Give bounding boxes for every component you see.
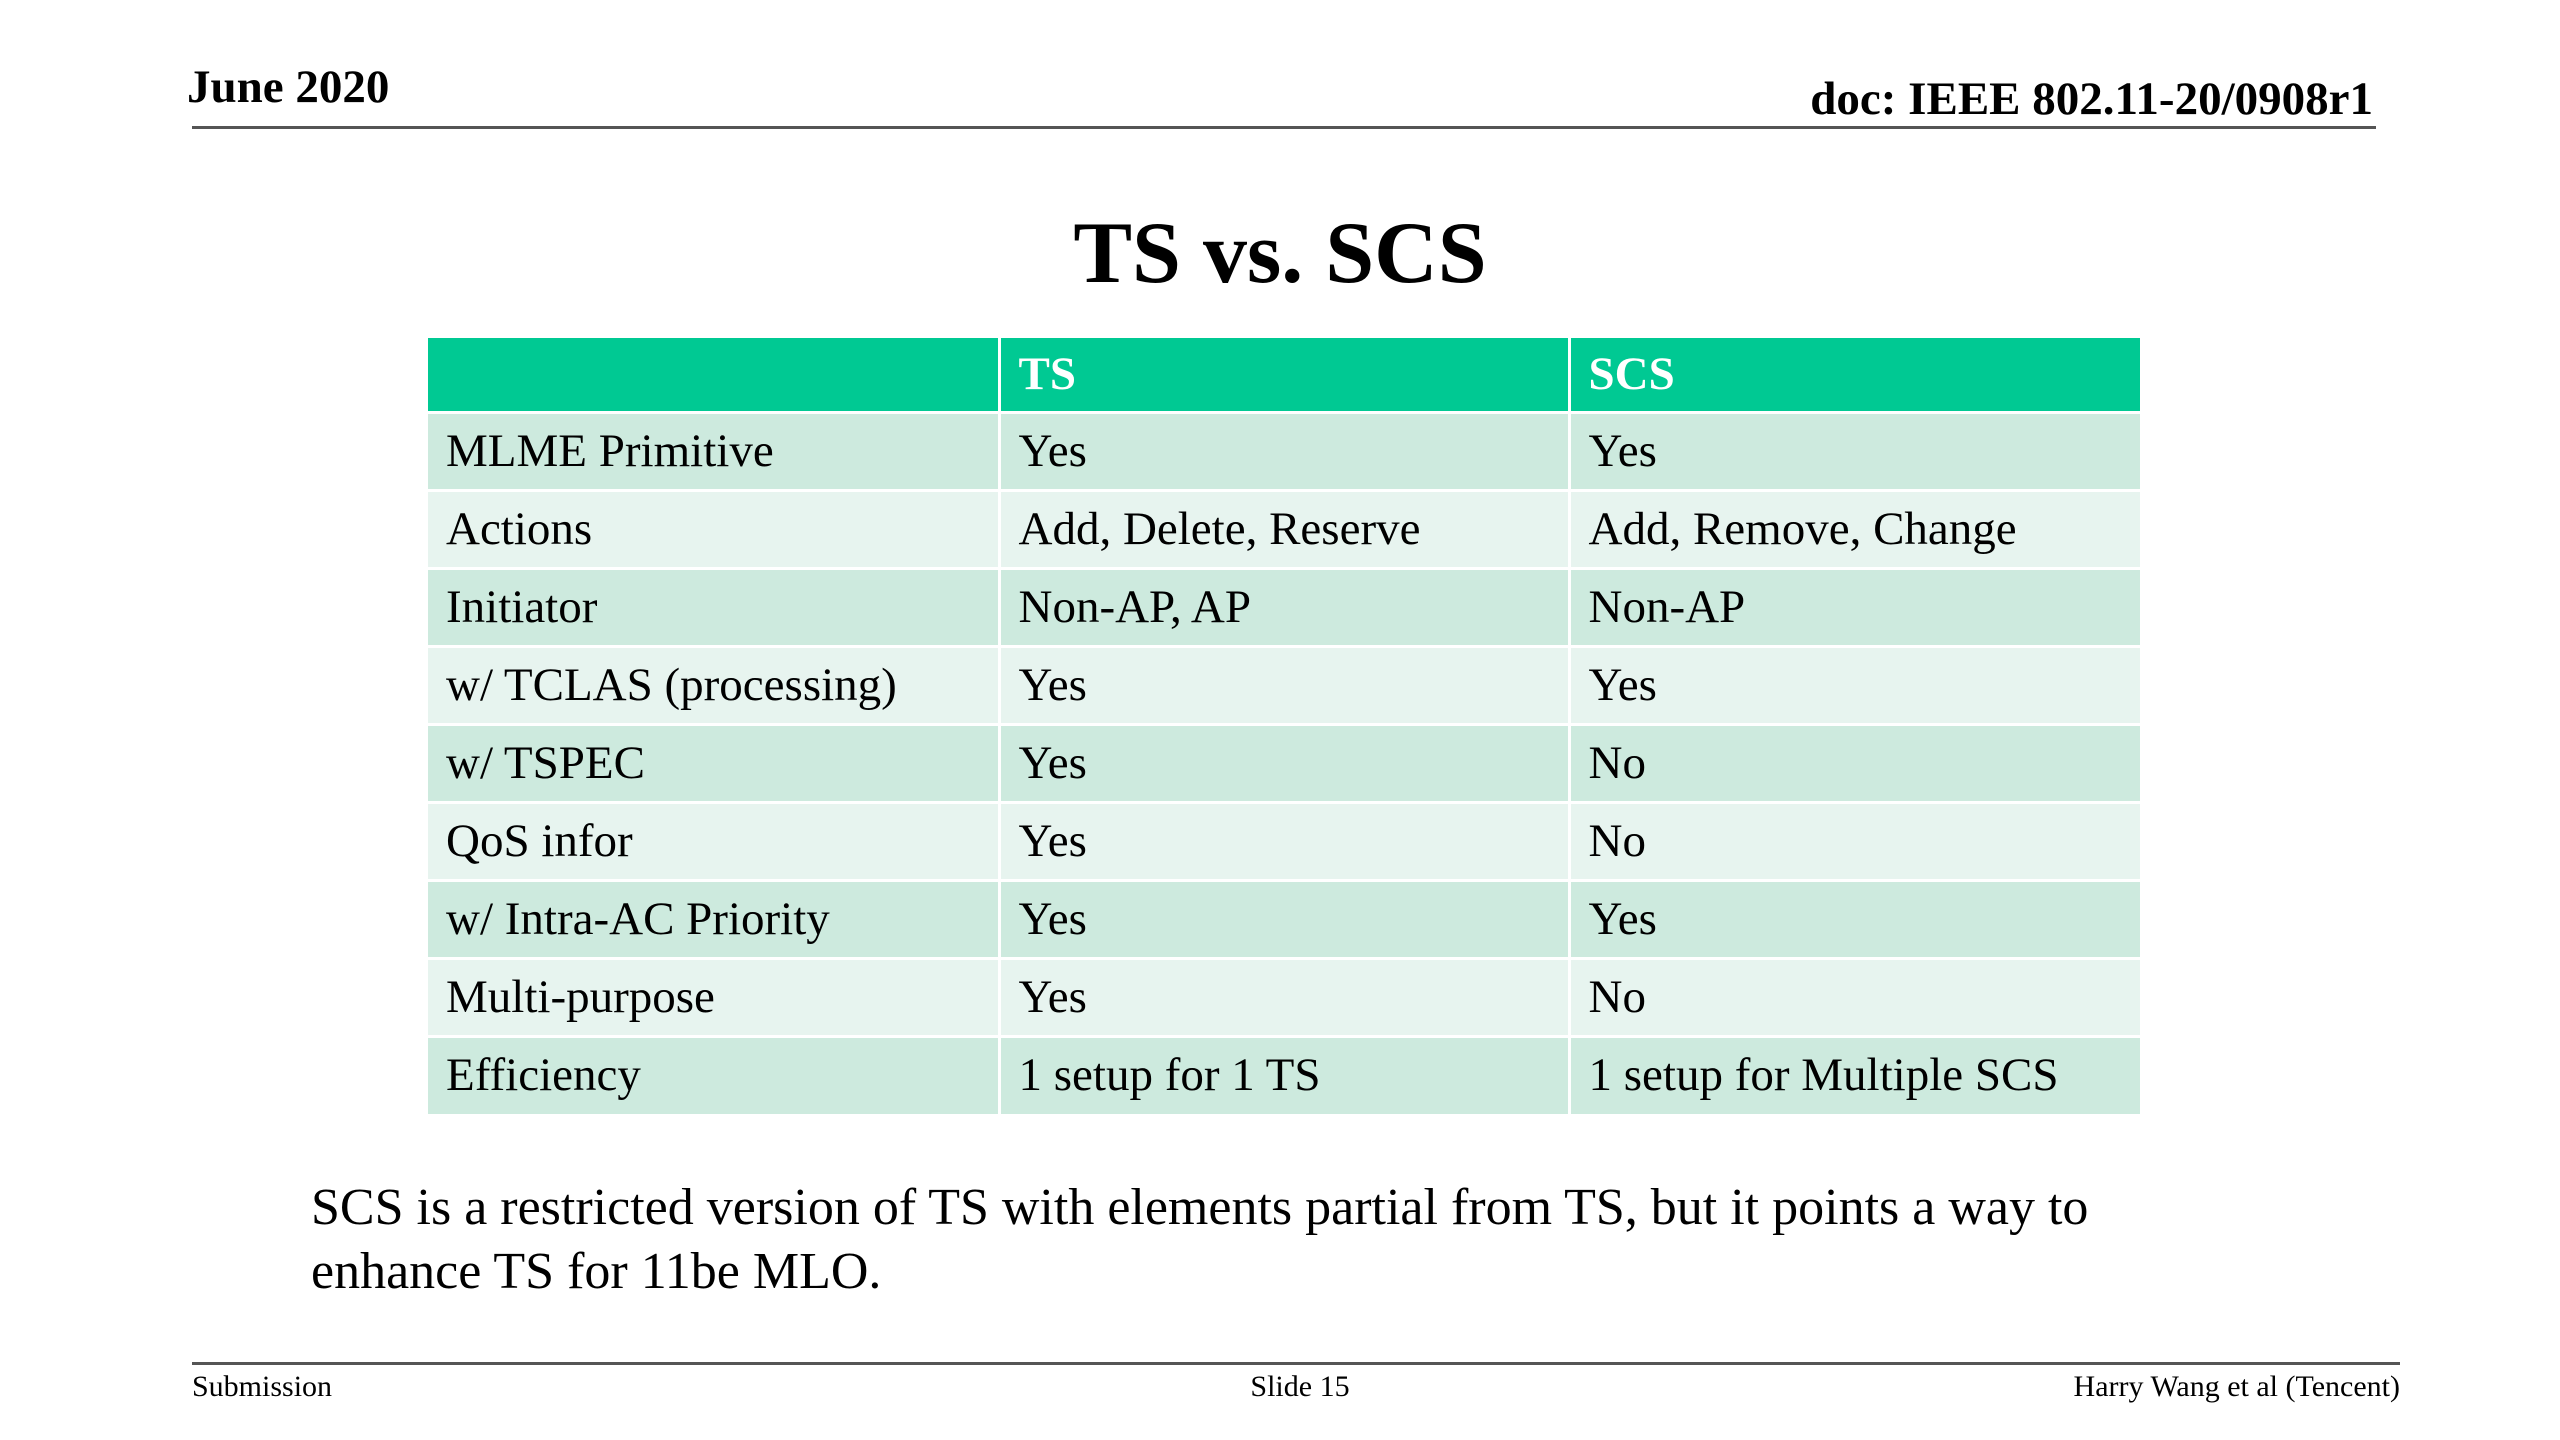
header-date: June 2020	[187, 61, 390, 113]
table-cell: No	[1567, 958, 2140, 1036]
table-cell: MLME Primitive	[428, 412, 999, 490]
table-row: Multi-purpose Yes No	[428, 958, 2140, 1036]
header-doc-id: doc: IEEE 802.11-20/0908r1	[1810, 73, 2373, 125]
table-cell: Yes	[1567, 880, 2140, 958]
table-row: w/ TSPEC Yes No	[428, 724, 2140, 802]
table-row: w/ Intra-AC Priority Yes Yes	[428, 880, 2140, 958]
table-row: w/ TCLAS (processing) Yes Yes	[428, 646, 2140, 724]
table-cell: Add, Delete, Reserve	[997, 490, 1569, 568]
table-cell: Yes	[1567, 646, 2140, 724]
footer-slide-number: Slide 15	[1250, 1370, 1350, 1403]
footer-author: Harry Wang et al (Tencent)	[2073, 1370, 2400, 1403]
table-header-row: TS SCS	[428, 338, 2140, 412]
table-cell: Yes	[997, 958, 1569, 1036]
table-header-cell: TS	[997, 338, 1569, 412]
header-divider	[192, 126, 2376, 129]
table-cell: Multi-purpose	[428, 958, 999, 1036]
table-cell: Non-AP, AP	[997, 568, 1569, 646]
table-cell: Yes	[997, 646, 1569, 724]
table-row: Efficiency 1 setup for 1 TS 1 setup for …	[428, 1036, 2140, 1114]
table-row: MLME Primitive Yes Yes	[428, 412, 2140, 490]
table-cell: Initiator	[428, 568, 999, 646]
slide-title: TS vs. SCS	[1073, 205, 1487, 302]
table-cell: No	[1567, 802, 2140, 880]
table-cell: Yes	[997, 412, 1569, 490]
table-cell: Non-AP	[1567, 568, 2140, 646]
table-cell: 1 setup for 1 TS	[997, 1036, 1569, 1114]
table-cell: QoS infor	[428, 802, 999, 880]
table-cell: No	[1567, 724, 2140, 802]
table-cell: Efficiency	[428, 1036, 999, 1114]
table-cell: w/ Intra-AC Priority	[428, 880, 999, 958]
table-row: Actions Add, Delete, Reserve Add, Remove…	[428, 490, 2140, 568]
table-cell: Add, Remove, Change	[1567, 490, 2140, 568]
footer-submission: Submission	[192, 1370, 333, 1403]
table-cell: Yes	[1567, 412, 2140, 490]
table-cell: Yes	[997, 880, 1569, 958]
footer-divider	[192, 1362, 2400, 1365]
summary-text: SCS is a restricted version of TS with e…	[311, 1179, 2089, 1300]
table-cell: w/ TCLAS (processing)	[428, 646, 999, 724]
table-header-cell: SCS	[1567, 338, 2140, 412]
table-cell: Actions	[428, 490, 999, 568]
table-row: QoS infor Yes No	[428, 802, 2140, 880]
table-header-cell	[428, 338, 999, 412]
table-cell: 1 setup for Multiple SCS	[1567, 1036, 2140, 1114]
table-cell: Yes	[997, 802, 1569, 880]
table-cell: Yes	[997, 724, 1569, 802]
table-row: Initiator Non-AP, AP Non-AP	[428, 568, 2140, 646]
comparison-table: TS SCS MLME Primitive Yes Yes Actions Ad…	[428, 338, 2140, 1114]
table-cell: w/ TSPEC	[428, 724, 999, 802]
